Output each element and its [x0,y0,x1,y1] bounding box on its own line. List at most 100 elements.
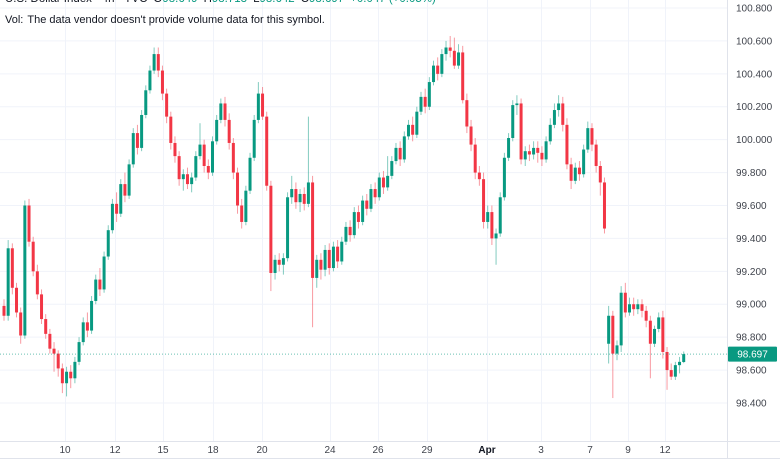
candle-body [402,136,406,160]
candle-body [336,246,340,262]
candle-body [290,189,294,198]
candle-body [110,203,114,231]
candle-body [536,147,540,153]
price-axis[interactable] [727,0,780,458]
candle-body [682,354,686,363]
candle-body [160,70,164,94]
candle-body [436,65,440,74]
time-axis[interactable] [0,441,727,458]
candle-body [465,100,469,127]
candle-body [461,52,465,101]
candle-body [644,310,648,321]
candle-body [119,184,123,214]
candle-body [452,50,456,66]
time-tick-label: 26 [372,445,384,456]
candle-body [131,133,135,165]
candle-body [306,182,310,204]
candle-body [294,189,298,203]
candle-body [269,185,273,273]
candle-body [586,128,590,150]
candle-body [231,142,235,173]
candle-body [398,147,402,160]
candle-body [532,147,536,155]
candle-body [611,315,615,354]
candle-body [327,249,331,269]
candle-body [311,182,315,278]
candle-body [519,103,523,160]
candle-body [669,370,673,377]
candle-body [636,304,640,310]
candle-body [602,182,606,229]
candle-body [135,133,139,148]
candle-body [527,151,531,155]
price-tick-label: 100.600 [736,36,773,47]
time-tick-label: 7 [587,445,593,456]
candle-body [261,93,265,117]
candle-body [590,128,594,145]
candle-body [498,197,502,234]
candle-body [390,161,394,176]
candle-body [473,144,477,173]
price-tick-label: 98.800 [736,333,767,344]
candle-body [594,144,598,166]
legend-volume-row[interactable]: Vol: The data vendor doesn't provide volu… [5,14,436,27]
time-tick-label: 24 [324,445,336,456]
candle-body [165,93,169,117]
candle-body [15,287,19,313]
candle-body [623,292,627,313]
candle-body [665,351,669,371]
candle-body [356,212,360,222]
volume-label: Vol: [5,14,24,26]
candle-body [577,167,581,175]
candle-body [448,47,452,51]
candle-body [557,103,561,111]
candle-body [31,241,35,272]
candle-body [98,279,102,290]
candle-body [648,320,652,344]
legend-symbol-row[interactable]: U.S. Dollar Index·4h·TVCO98.649H98.713L9… [5,0,436,6]
candle-body [94,279,98,301]
candle-body [19,312,23,336]
candle-body [482,179,486,222]
candle-body [657,317,661,329]
candle-body [65,371,69,384]
candle-body [444,47,448,55]
exchange-label: TVC [124,0,147,5]
candle-body [427,82,431,107]
candle-body [215,119,219,142]
time-tick-label: 18 [207,445,219,456]
candle-body [469,126,473,145]
candle-body [198,144,202,157]
candle-body [415,111,419,135]
candle-body [619,292,623,346]
price-tick-label: 98.400 [736,398,767,409]
time-tick-label: 9 [625,445,631,456]
candle-body [194,156,198,178]
candle-body [286,197,290,259]
candle-body [432,65,436,83]
candle-body [123,184,127,196]
candle-body [394,147,398,162]
candle-body [507,138,511,158]
time-tick-label: 12 [109,445,121,456]
candle-body [240,205,244,222]
candle-body [256,93,260,120]
candle-body [211,141,214,173]
symbol-title: U.S. Dollar Index [5,0,92,5]
candle-body [277,259,281,265]
candle-body [369,189,373,209]
candle-body [236,172,240,206]
candle-body [365,200,369,209]
price-tick-label: 99.400 [736,234,767,245]
candle-body [223,103,227,120]
open-value: 98.649 [162,0,197,5]
candle-body [598,165,602,183]
candle-body [440,54,444,74]
volume-message: The data vendor doesn't provide volume d… [27,14,325,26]
candle-body [573,167,577,181]
candle-body [582,149,586,175]
candle-body [640,304,644,311]
candle-body [140,114,144,148]
